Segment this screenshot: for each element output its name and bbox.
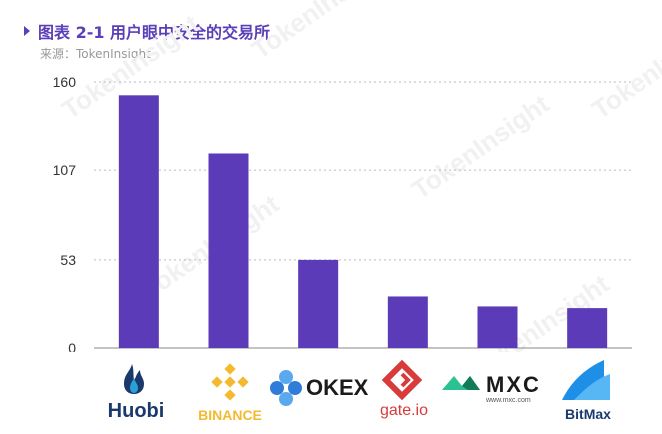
gate-logo-text: gate.io [380,402,428,419]
mxc-mountain-icon: MXC www.mxc.com [442,372,541,404]
mxc-logo: MXC www.mxc.com [440,368,554,416]
watermark-text: TokenInsight [586,8,662,124]
bars [118,95,608,348]
flame-icon: Huobi [108,364,165,422]
bar-gate-io [387,296,428,348]
bar-mxc [477,306,518,348]
y-tick-label: 107 [53,162,77,178]
y-tick-label: 0 [68,340,76,352]
gate-icon: gate.io [380,359,428,419]
y-tick-label: 53 [60,252,76,268]
binance-logo-text: BINANCE [198,407,262,423]
okex-logo: OKEX [266,364,370,414]
y-tick-labels: 0 53 107 160 [53,74,77,352]
watermark-text: TokenInsight [246,0,394,65]
mxc-logo-url: www.mxc.com [485,397,531,404]
bitmax-logo: BitMax [556,354,620,426]
bar-chart: TokenInsightTokenInsightTokenInsightToke… [53,0,662,352]
mxc-logo-text: MXC [486,372,541,397]
bar-huobi [118,95,159,348]
chart-title: 图表 2-1 用户眼中安全的交易所 [38,23,271,42]
bitmax-wave-icon: BitMax [562,360,611,422]
triangle-marker-icon [24,26,30,36]
bitmax-logo-text: BitMax [565,406,611,422]
huobi-logo: Huobi [100,360,172,424]
chart-title-row: 图表 2-1 用户眼中安全的交易所 [24,20,270,42]
okex-circles-icon: OKEX [270,370,369,406]
bar-binance [208,153,249,348]
category-logos: Huobi BINANCE OKEX gate. [0,352,662,434]
chart-source: 来源：TokenInsight [40,47,151,61]
okex-logo-text: OKEX [306,375,369,400]
huobi-logo-text: Huobi [108,400,165,422]
watermark-text: TokenInsight [406,88,554,204]
bar-bitmax [567,308,608,348]
binance-diamond-icon: BINANCE [198,363,262,423]
gate-logo: gate.io [372,359,436,424]
grid-lines [94,81,632,349]
binance-logo: BINANCE [190,360,270,424]
y-tick-label: 160 [53,74,77,90]
bar-okex [298,259,339,348]
